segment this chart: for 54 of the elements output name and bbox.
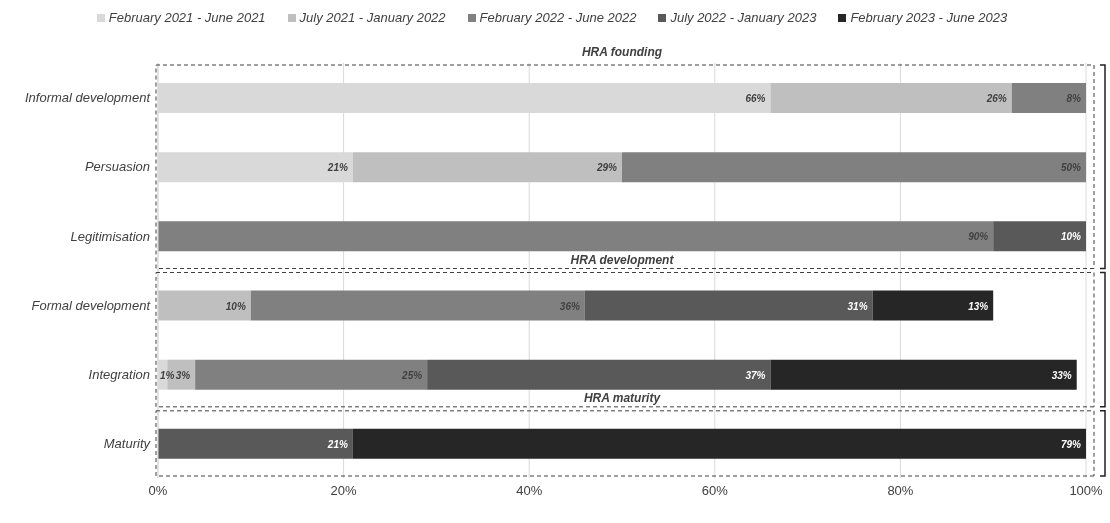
data-label: 33% bbox=[1051, 369, 1072, 381]
y-tick-label: Legitimisation bbox=[70, 228, 150, 244]
y-tick-label: Integration bbox=[88, 366, 150, 382]
data-label: 26% bbox=[985, 93, 1007, 104]
data-label: 8% bbox=[1066, 93, 1082, 104]
data-label: 31% bbox=[847, 300, 868, 312]
bar bbox=[250, 290, 585, 321]
bar bbox=[427, 359, 771, 390]
data-label: 90% bbox=[968, 231, 989, 243]
data-label: 79% bbox=[1060, 438, 1082, 450]
x-tick-label: 60% bbox=[701, 483, 729, 499]
data-label: 66% bbox=[745, 93, 766, 104]
annotation: HRA development bbox=[570, 252, 675, 267]
data-label: 21% bbox=[326, 162, 348, 174]
data-label: 1% bbox=[160, 369, 175, 381]
annotation: HRA maturity bbox=[583, 390, 662, 405]
bar bbox=[872, 290, 994, 321]
legend-label: February 2023 - June 2023 bbox=[849, 10, 1008, 25]
bar bbox=[770, 359, 1077, 390]
data-label: 36% bbox=[559, 300, 580, 312]
legend-label: February 2021 - June 2021 bbox=[107, 10, 266, 25]
bar bbox=[352, 152, 622, 183]
y-tick-label: Maturity bbox=[103, 436, 152, 452]
bar bbox=[1011, 83, 1086, 113]
data-label: 13% bbox=[968, 300, 989, 312]
bar bbox=[158, 221, 994, 252]
x-tick-label: 80% bbox=[887, 483, 914, 499]
data-label: 37% bbox=[745, 369, 766, 381]
legend-label: July 2021 - January 2022 bbox=[298, 10, 446, 25]
y-tick-label: Informal development bbox=[24, 90, 152, 106]
data-label: 21% bbox=[326, 438, 348, 450]
x-tick-label: 0% bbox=[148, 483, 168, 499]
bar bbox=[584, 290, 873, 321]
x-tick-label: 100% bbox=[1069, 483, 1104, 499]
bar bbox=[158, 428, 353, 459]
text: HRA founding bbox=[581, 45, 663, 59]
bar bbox=[993, 221, 1086, 252]
data-label: 3% bbox=[175, 369, 191, 381]
data-label: 29% bbox=[595, 162, 618, 174]
y-tick-label: Formal development bbox=[31, 297, 152, 313]
data-label: 10% bbox=[1060, 231, 1082, 243]
bar bbox=[352, 428, 1086, 459]
x-tick-label: 40% bbox=[516, 483, 543, 499]
legend-label: February 2022 - June 2022 bbox=[478, 10, 637, 25]
bar bbox=[195, 359, 428, 390]
y-tick-label: Persuasion bbox=[84, 159, 150, 175]
bar bbox=[158, 290, 251, 321]
data-label: 10% bbox=[225, 300, 246, 312]
data-label: 50% bbox=[1060, 162, 1082, 174]
bar bbox=[770, 83, 1012, 113]
x-tick-label: 20% bbox=[330, 483, 358, 499]
bar bbox=[622, 152, 1086, 183]
data-label: 25% bbox=[401, 369, 423, 381]
legend-label: July 2022 - January 2023 bbox=[669, 10, 817, 25]
